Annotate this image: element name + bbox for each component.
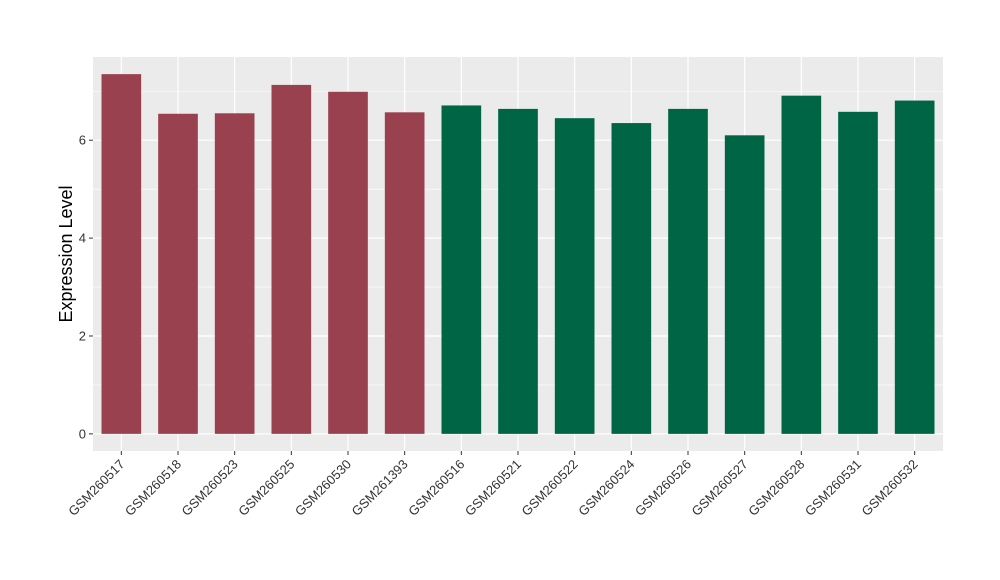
bar	[668, 108, 708, 434]
bar	[498, 108, 538, 434]
x-tick-label: GSM260518	[122, 457, 184, 519]
bars	[101, 74, 935, 434]
x-tick-label: GSM260530	[292, 457, 354, 519]
bar	[781, 95, 822, 434]
bar	[554, 118, 595, 434]
bar	[328, 91, 368, 434]
y-axis-title: Expression Level	[56, 185, 76, 322]
x-tick-label: GSM261393	[349, 457, 411, 519]
x-tick-label: GSM260532	[859, 457, 921, 519]
y-tick-label: 0	[79, 426, 86, 441]
bar	[384, 112, 425, 434]
bar	[724, 135, 765, 434]
bar	[611, 123, 652, 434]
x-tick-label: GSM260531	[802, 457, 864, 519]
x-tick-label: GSM260523	[179, 457, 241, 519]
x-tick-label: GSM260521	[462, 457, 524, 519]
bar	[894, 100, 935, 434]
y-tick-label: 4	[79, 231, 86, 246]
x-axis: GSM260517GSM260518GSM260523GSM260525GSM2…	[65, 451, 921, 519]
x-tick-label: GSM260527	[689, 457, 751, 519]
x-tick-label: GSM260528	[745, 457, 807, 519]
x-tick-label: GSM260524	[575, 457, 637, 519]
y-axis: 0 2 4 6	[79, 133, 93, 441]
bar	[441, 105, 482, 434]
x-tick-label: GSM260522	[519, 457, 581, 519]
bar	[158, 113, 198, 434]
x-tick-label: GSM260525	[235, 457, 297, 519]
bar	[214, 113, 255, 434]
x-tick-label: GSM260517	[65, 457, 127, 519]
y-tick-label: 2	[79, 328, 86, 343]
x-tick-label: GSM260516	[405, 457, 467, 519]
x-tick-label: GSM260526	[632, 457, 694, 519]
bar	[101, 74, 142, 434]
y-tick-label: 6	[79, 133, 86, 148]
bar	[838, 111, 878, 434]
bar	[271, 84, 312, 434]
